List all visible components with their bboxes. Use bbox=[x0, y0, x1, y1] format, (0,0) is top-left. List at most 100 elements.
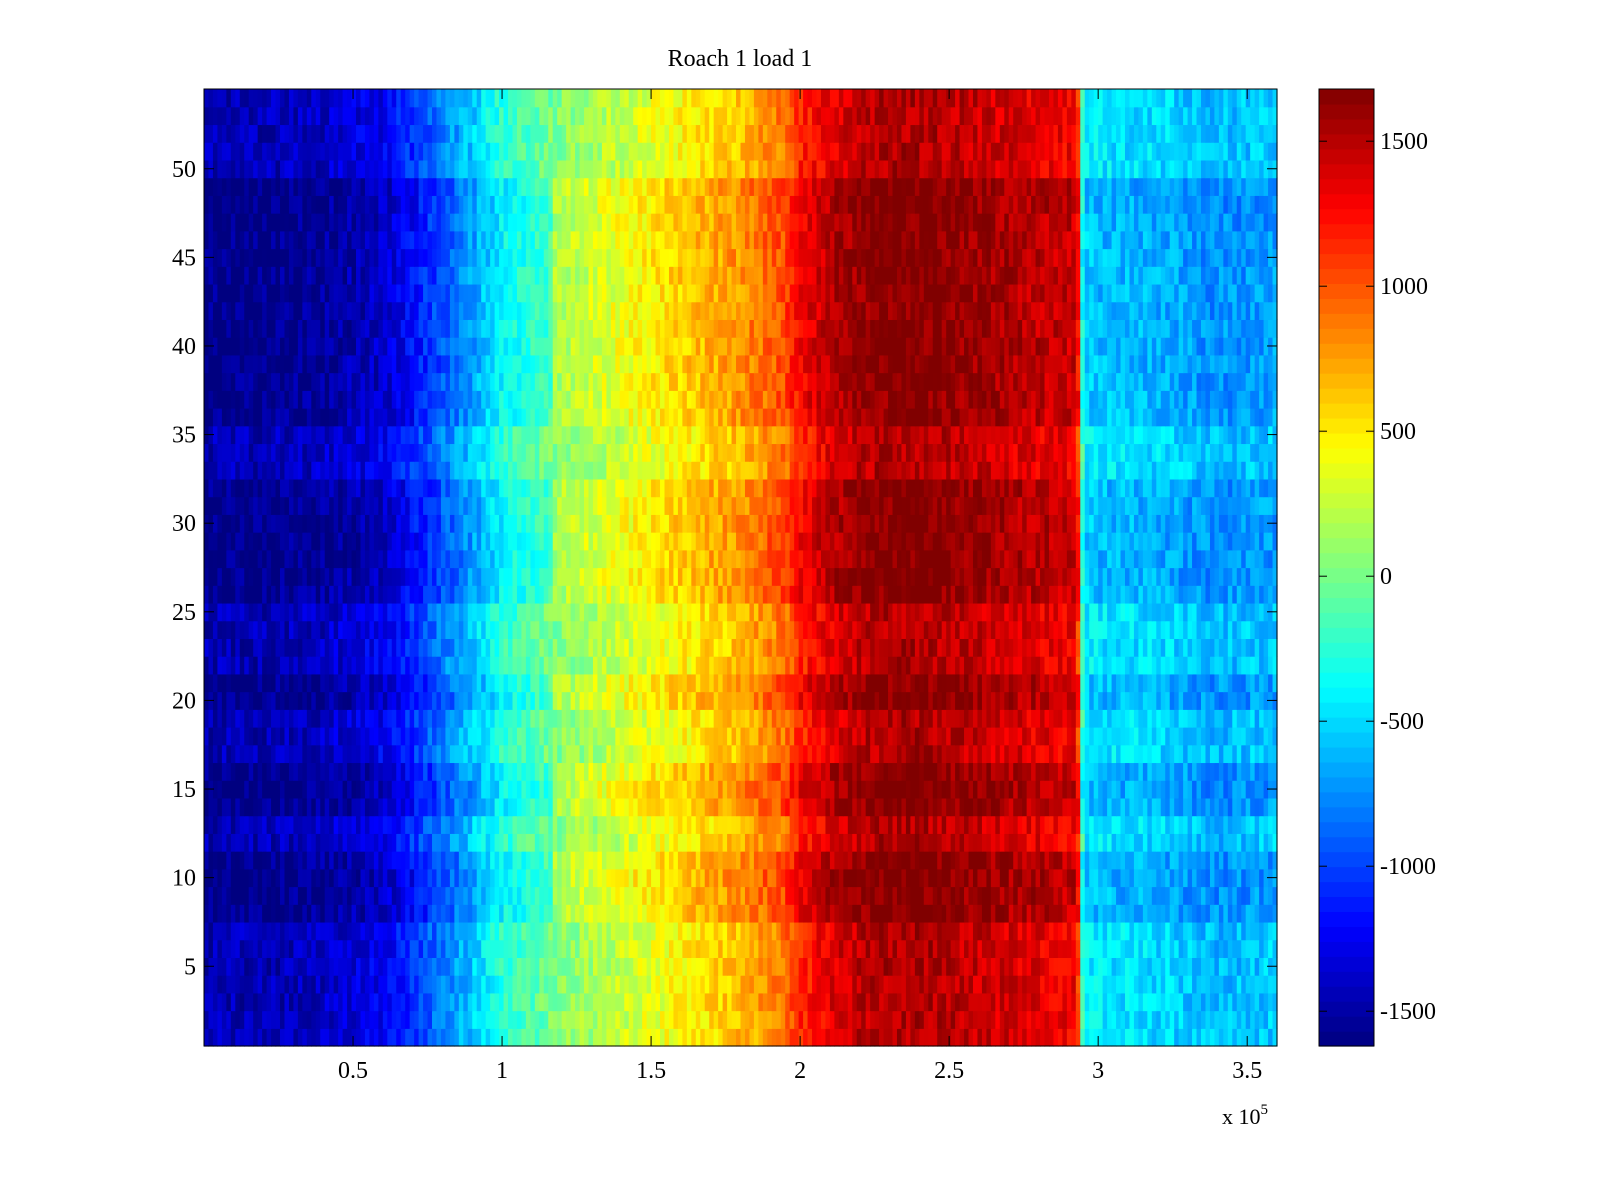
heatmap-cell bbox=[592, 886, 599, 905]
heatmap-cell bbox=[1232, 833, 1238, 852]
heatmap-cell bbox=[1236, 921, 1242, 941]
heatmap-cell bbox=[320, 975, 326, 994]
heatmap-cell bbox=[1268, 886, 1274, 905]
heatmap-cell bbox=[432, 975, 438, 994]
heatmap-cell bbox=[400, 886, 406, 905]
heatmap-cell bbox=[606, 992, 612, 1012]
heatmap-cell bbox=[1263, 992, 1269, 1012]
heatmap-cell bbox=[512, 992, 518, 1012]
heatmap-cell bbox=[1062, 921, 1068, 941]
heatmap-cell bbox=[387, 744, 393, 764]
heatmap-cell bbox=[521, 797, 527, 817]
heatmap-cell bbox=[1031, 975, 1037, 994]
heatmap-cell bbox=[481, 868, 487, 888]
heatmap-cell bbox=[570, 833, 576, 852]
heatmap-cell bbox=[239, 939, 245, 958]
heatmap-cell bbox=[1192, 851, 1198, 870]
heatmap-cell bbox=[794, 709, 800, 728]
heatmap-cell bbox=[812, 691, 818, 710]
heatmap-cell bbox=[789, 1028, 795, 1047]
heatmap-cell bbox=[1120, 939, 1126, 958]
heatmap-cell bbox=[1053, 851, 1059, 870]
heatmap-cell bbox=[557, 851, 563, 870]
heatmap-cell bbox=[825, 691, 831, 710]
heatmap-cell bbox=[1138, 727, 1144, 746]
heatmap-cell bbox=[807, 691, 813, 710]
heatmap-cell bbox=[472, 815, 478, 834]
heatmap-cell bbox=[1169, 886, 1175, 905]
heatmap-cell bbox=[642, 921, 648, 941]
heatmap-cell bbox=[275, 868, 281, 888]
heatmap-cell bbox=[1133, 744, 1139, 764]
heatmap-cell bbox=[972, 1010, 979, 1029]
heatmap-cell bbox=[1080, 727, 1086, 746]
heatmap-cell bbox=[1084, 762, 1090, 781]
heatmap-cell bbox=[579, 904, 585, 923]
heatmap-cell bbox=[458, 992, 464, 1012]
heatmap-cell bbox=[789, 691, 795, 710]
heatmap-cell bbox=[731, 709, 737, 728]
heatmap-cell bbox=[718, 992, 724, 1012]
heatmap-cell bbox=[896, 673, 903, 693]
heatmap-cell bbox=[803, 709, 809, 728]
heatmap-cell bbox=[525, 851, 531, 870]
heatmap-cell bbox=[785, 957, 791, 976]
heatmap-cell bbox=[351, 780, 357, 799]
heatmap-cell bbox=[378, 868, 384, 888]
heatmap-cell bbox=[400, 744, 406, 764]
heatmap-cell bbox=[923, 691, 929, 710]
heatmap-cell bbox=[883, 744, 889, 764]
heatmap-cell bbox=[852, 868, 858, 888]
heatmap-cell bbox=[651, 851, 657, 870]
heatmap-cell bbox=[1147, 709, 1153, 728]
heatmap-cell bbox=[445, 992, 451, 1012]
heatmap-cell bbox=[373, 1010, 379, 1029]
heatmap-cell bbox=[557, 833, 563, 852]
heatmap-cell bbox=[280, 921, 286, 941]
heatmap-cell bbox=[454, 992, 460, 1012]
heatmap-cell bbox=[660, 939, 666, 958]
heatmap-cell bbox=[798, 886, 804, 905]
heatmap-cell bbox=[271, 815, 277, 834]
heatmap-cell bbox=[204, 1028, 210, 1047]
heatmap-cell bbox=[972, 762, 979, 781]
heatmap-cell bbox=[324, 886, 330, 905]
heatmap-cell bbox=[981, 762, 987, 781]
heatmap-cell bbox=[329, 815, 335, 834]
heatmap-cell bbox=[914, 851, 920, 870]
heatmap-cell bbox=[1129, 780, 1135, 799]
heatmap-cell bbox=[382, 797, 388, 817]
heatmap-cell bbox=[695, 833, 701, 852]
heatmap-cell bbox=[347, 691, 353, 710]
heatmap-cell bbox=[767, 762, 773, 781]
heatmap-cell bbox=[226, 673, 232, 693]
heatmap-cell bbox=[467, 815, 473, 834]
heatmap-cell bbox=[1035, 868, 1041, 888]
heatmap-cell bbox=[731, 939, 737, 958]
heatmap-cell bbox=[1071, 833, 1077, 852]
heatmap-cell bbox=[1022, 762, 1028, 781]
heatmap-cell bbox=[803, 762, 809, 781]
heatmap-cell bbox=[686, 833, 692, 852]
heatmap-cell bbox=[1169, 1028, 1175, 1047]
heatmap-cell bbox=[315, 1028, 321, 1047]
heatmap-cell bbox=[503, 851, 509, 870]
heatmap-cell bbox=[789, 744, 795, 764]
heatmap-cell bbox=[1272, 992, 1278, 1012]
heatmap-cell bbox=[315, 939, 321, 958]
heatmap-cell bbox=[530, 780, 536, 799]
heatmap-cell bbox=[1178, 957, 1184, 976]
heatmap-cell bbox=[637, 709, 643, 728]
heatmap-cell bbox=[1053, 921, 1059, 941]
heatmap-cell bbox=[1102, 762, 1108, 781]
heatmap-cell bbox=[619, 744, 625, 764]
heatmap-cell bbox=[1160, 904, 1166, 923]
heatmap-cell bbox=[1138, 744, 1144, 764]
heatmap-cell bbox=[767, 851, 773, 870]
heatmap-cell bbox=[548, 709, 554, 728]
heatmap-cell bbox=[1142, 886, 1148, 905]
heatmap-cell bbox=[718, 833, 724, 852]
heatmap-cell bbox=[561, 815, 567, 834]
heatmap-cell bbox=[673, 957, 679, 976]
heatmap-cell bbox=[816, 797, 822, 817]
